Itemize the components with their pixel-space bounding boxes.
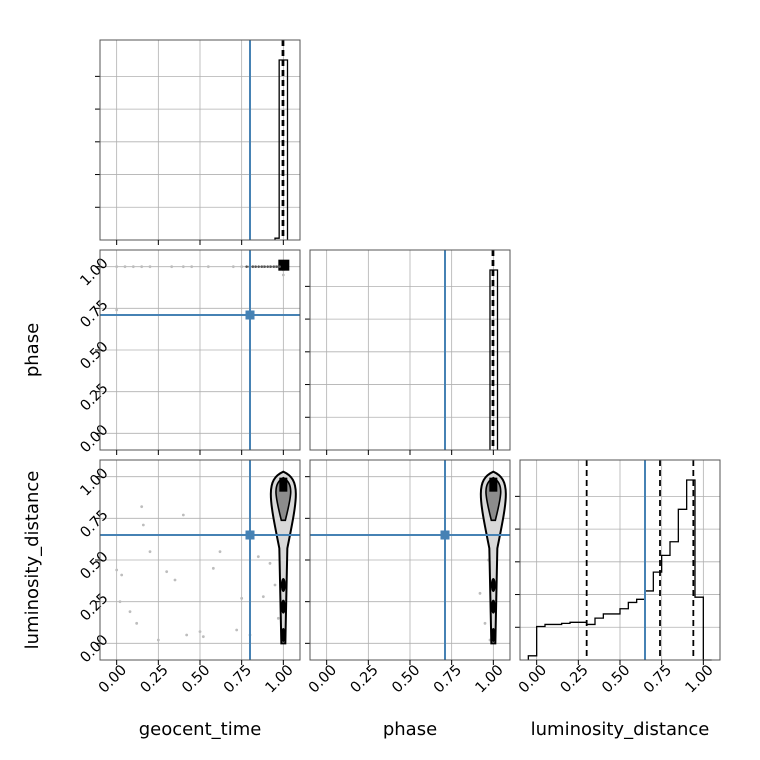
scatter-point-luminosity_distance_vs_geocent_time-23 — [273, 583, 277, 587]
density-trail-2 — [251, 265, 254, 268]
contour-core-geocent_time — [279, 477, 288, 492]
scatter-point-luminosity_distance_vs_geocent_time-16 — [218, 550, 222, 554]
scatter-point-luminosity_distance_vs_geocent_time-1 — [120, 573, 124, 577]
scatter-point-phase_vs_geocent_time-1 — [123, 265, 127, 269]
density-trail-7 — [266, 265, 269, 268]
contour-tail-phase-1 — [490, 599, 496, 614]
density-trail-0 — [245, 265, 248, 268]
histogram-geocent_time — [274, 59, 289, 240]
xtick-label-geocent_time-2: 0.50 — [179, 662, 213, 696]
scatter-point-luminosity_distance_vs_geocent_time-5 — [140, 505, 144, 509]
scatter-point-luminosity_distance_vs_geocent_time-4 — [135, 621, 139, 625]
scatter-point-phase_vs_geocent_time-3 — [140, 265, 144, 269]
xlabel-phase: phase — [383, 719, 437, 740]
scatter-point-phase_vs_geocent_time-10 — [240, 265, 244, 269]
contour-tail-geocent_time-0 — [280, 578, 286, 592]
xtick-label-phase-0: 0.00 — [306, 662, 340, 696]
xtick-label-geocent_time-0: 0.00 — [96, 662, 130, 696]
scatter-point-luminosity_distance_vs_geocent_time-2 — [118, 600, 122, 604]
density-trail-6 — [263, 265, 266, 268]
scatter-point-phase_vs_geocent_time-7 — [190, 265, 194, 269]
contour-tail-phase-2 — [490, 628, 496, 642]
xlabel-luminosity_distance: luminosity_distance — [531, 719, 710, 740]
density-trail-3 — [254, 265, 257, 268]
scatter-point-luminosity_distance_vs_geocent_time-11 — [181, 513, 185, 517]
xtick-label-geocent_time-3: 0.75 — [221, 662, 255, 696]
scatter-point-luminosity_distance_vs_geocent_time-8 — [156, 638, 160, 642]
scatter-point-luminosity_distance_vs_geocent_time-14 — [201, 635, 205, 639]
scatter-point-phase_vs_geocent_time-9 — [231, 265, 235, 269]
scatter-point-luminosity_distance_vs_geocent_time-10 — [173, 578, 177, 582]
scatter-point-luminosity_distance_vs_geocent_time-15 — [211, 566, 215, 570]
scatter-point-phase_vs_geocent_time-6 — [181, 265, 185, 269]
scatter-point-luminosity_distance_vs_phase-0 — [478, 591, 482, 595]
density-trail-5 — [260, 265, 263, 268]
xtick-label-phase-4: 1.00 — [473, 662, 507, 696]
scatter-point-luminosity_distance_vs_geocent_time-7 — [148, 550, 152, 554]
scatter-point-luminosity_distance_vs_geocent_time-20 — [256, 555, 260, 559]
contour-outer-geocent_time — [269, 470, 297, 645]
density-trail-11 — [278, 265, 281, 268]
histogram-luminosity_distance — [527, 479, 712, 661]
scatter-point-luminosity_distance_vs_geocent_time-3 — [128, 610, 132, 614]
scatter-point-luminosity_distance_vs_geocent_time-17 — [235, 628, 239, 632]
ytick-label-luminosity_distance-4: 1.00 — [78, 465, 112, 499]
contour-tail-geocent_time-1 — [280, 599, 286, 614]
ytick-label-luminosity_distance-3: 0.75 — [78, 507, 112, 541]
contour-core-phase — [489, 477, 498, 492]
xtick-label-luminosity_distance-1: 0.25 — [558, 662, 592, 696]
xtick-label-geocent_time-1: 0.25 — [138, 662, 172, 696]
contour-tail-geocent_time-2 — [280, 628, 286, 642]
xtick-label-phase-3: 0.75 — [431, 662, 465, 696]
scatter-point-luminosity_distance_vs_geocent_time-13 — [198, 630, 202, 634]
panel-luminosity_distance-vs-phase-truth-marker — [440, 530, 450, 540]
scatter-point-phase_vs_geocent_time-18 — [115, 308, 119, 312]
scatter-point-luminosity_distance_vs_geocent_time-0 — [115, 568, 119, 572]
ytick-label-luminosity_distance-0: 0.00 — [78, 632, 112, 666]
scatter-point-luminosity_distance_vs_geocent_time-12 — [185, 633, 189, 637]
ylabel-luminosity_distance: luminosity_distance — [22, 471, 43, 650]
density-trail-8 — [269, 265, 272, 268]
xtick-label-geocent_time-4: 1.00 — [263, 662, 297, 696]
scatter-point-luminosity_distance_vs_geocent_time-6 — [141, 523, 145, 527]
xlabel-geocent_time: geocent_time — [139, 719, 262, 740]
scatter-point-luminosity_distance_vs_geocent_time-18 — [240, 596, 244, 600]
ylabel-phase: phase — [22, 323, 43, 377]
xtick-label-phase-2: 0.50 — [389, 662, 423, 696]
scatter-point-luminosity_distance_vs_geocent_time-9 — [165, 570, 169, 574]
xtick-label-phase-1: 0.25 — [348, 662, 382, 696]
contour-tail-phase-0 — [490, 578, 496, 592]
xtick-label-luminosity_distance-2: 0.50 — [599, 662, 633, 696]
density-core-phase — [278, 259, 290, 271]
scatter-point-luminosity_distance_vs_geocent_time-24 — [276, 616, 280, 620]
scatter-point-phase_vs_geocent_time-2 — [131, 265, 135, 269]
ytick-label-luminosity_distance-1: 0.25 — [78, 590, 112, 624]
contour-outer-phase — [479, 470, 507, 645]
xtick-label-luminosity_distance-3: 0.75 — [641, 662, 675, 696]
xtick-label-luminosity_distance-0: 0.00 — [516, 662, 550, 696]
density-trail-10 — [275, 265, 278, 268]
ytick-label-luminosity_distance-2: 0.50 — [78, 549, 112, 583]
ytick-label-phase-2: 0.50 — [78, 339, 112, 373]
scatter-point-phase_vs_geocent_time-8 — [206, 265, 210, 269]
ytick-label-phase-0: 0.00 — [78, 422, 112, 456]
scatter-point-phase_vs_geocent_time-5 — [170, 265, 174, 269]
xtick-label-luminosity_distance-4: 1.00 — [683, 662, 717, 696]
panel-phase-vs-geocent_time-truth-marker — [245, 310, 255, 320]
density-trail-4 — [257, 265, 260, 268]
scatter-point-phase_vs_geocent_time-0 — [115, 265, 119, 269]
scatter-point-luminosity_distance_vs_phase-1 — [483, 621, 487, 625]
scatter-point-phase_vs_geocent_time-17 — [281, 273, 285, 277]
ytick-label-phase-4: 1.00 — [78, 255, 112, 289]
scatter-point-luminosity_distance_vs_geocent_time-21 — [261, 595, 265, 599]
ytick-label-phase-1: 0.25 — [78, 380, 112, 414]
scatter-point-phase_vs_geocent_time-4 — [148, 265, 152, 269]
panel-luminosity_distance-vs-geocent_time-truth-marker — [245, 530, 255, 540]
scatter-point-luminosity_distance_vs_geocent_time-22 — [268, 561, 272, 565]
density-trail-9 — [272, 265, 275, 268]
